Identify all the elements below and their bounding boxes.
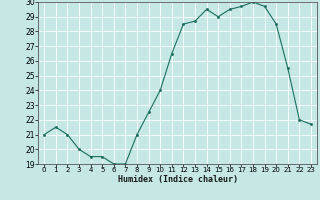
X-axis label: Humidex (Indice chaleur): Humidex (Indice chaleur) — [118, 175, 238, 184]
